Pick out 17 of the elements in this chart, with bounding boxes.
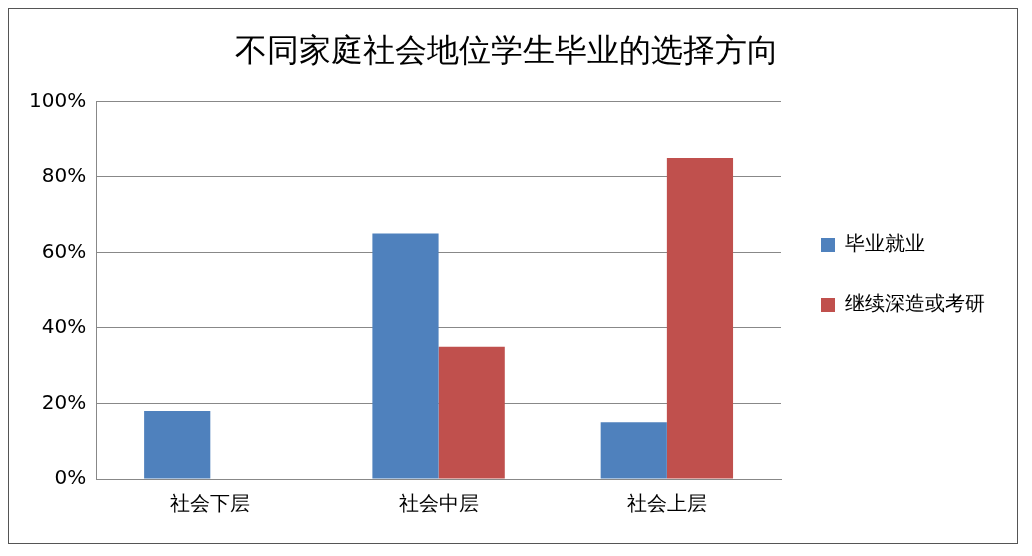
x-tick-label: 社会中层 <box>398 491 479 516</box>
legend-label: 继续深造或考研 <box>845 291 985 316</box>
y-tick-label: 100% <box>28 87 87 112</box>
x-tick-label: 社会下层 <box>170 491 251 516</box>
y-tick-label: 0% <box>54 465 87 490</box>
legend-label: 毕业就业 <box>845 231 925 256</box>
bar <box>372 233 439 479</box>
y-tick-label: 20% <box>41 389 87 414</box>
y-tick-label: 60% <box>41 238 87 263</box>
bar <box>666 158 734 479</box>
y-tick-label: 40% <box>41 314 87 339</box>
bar <box>438 346 505 479</box>
x-tick-label: 社会上层 <box>626 491 707 516</box>
bar <box>600 422 667 479</box>
bar <box>144 411 211 479</box>
chart-title: 不同家庭社会地位学生毕业的选择方向 <box>235 30 779 69</box>
y-tick-label: 80% <box>41 163 87 188</box>
